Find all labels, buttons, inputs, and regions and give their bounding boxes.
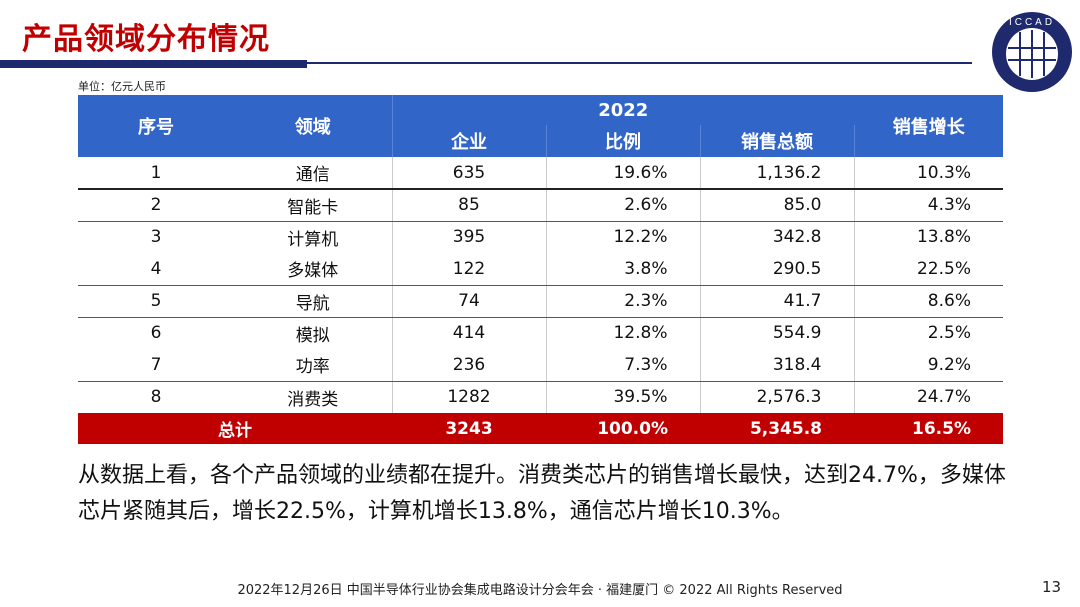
- title-underline-thick: [0, 60, 307, 68]
- header-year: 2022: [391, 95, 854, 125]
- cell-no: 5: [78, 285, 234, 318]
- cell-no: 3: [150, 227, 162, 248]
- product-field-table: 序号 领域 2022 销售增长 企业 比例 销售总额 1 通信 635 19.6…: [78, 95, 1003, 444]
- cell-companies: 635: [391, 157, 546, 190]
- table-row: 4 多媒体 122 3.8% 290.5 22.5%: [78, 253, 1003, 286]
- table-row: 1 通信 635 19.6% 1,136.2 10.3%: [78, 157, 1003, 190]
- cell-ratio: 12.2%: [545, 221, 700, 253]
- table-row: 5 导航 74 2.3% 41.7 8.6%: [78, 285, 1003, 318]
- cell-growth: 4.3%: [853, 189, 1003, 222]
- cell-field: 智能卡: [234, 189, 392, 222]
- cell-growth: 22.5%: [853, 253, 1003, 286]
- svg-text:ICCAD: ICCAD: [1009, 17, 1055, 28]
- cell-ratio: 2.6%: [545, 189, 700, 222]
- total-row: 总计 3243 100.0% 5,345.8 16.5%: [78, 413, 1003, 444]
- header-no: 序号: [78, 95, 234, 157]
- cell-companies: 74: [391, 285, 546, 318]
- cell-growth: 8.6%: [853, 285, 1003, 318]
- cell-growth: 10.3%: [853, 157, 1003, 190]
- cell-growth: 24.7%: [853, 381, 1003, 413]
- cell-companies: 122: [391, 253, 546, 286]
- cell-no: 7: [78, 349, 234, 382]
- cell-sales: 554.9: [699, 317, 854, 349]
- cell-companies: 85: [391, 189, 546, 222]
- table-row: 7 功率 236 7.3% 318.4 9.2%: [78, 349, 1003, 382]
- cell-sales: 318.4: [699, 349, 854, 382]
- cell-growth: 9.2%: [853, 349, 1003, 382]
- summary-paragraph: 从数据上看，各个产品领域的业绩都在提升。消费类芯片的销售增长最快，达到24.7%…: [78, 463, 1006, 524]
- total-ratio: 100.0%: [546, 413, 700, 444]
- cell-no: 4: [78, 253, 234, 286]
- total-companies: 3243: [392, 413, 546, 444]
- cell-ratio: 19.6%: [545, 157, 700, 190]
- cell-ratio: 3.8%: [545, 253, 700, 286]
- cell-field: 多媒体: [234, 253, 392, 286]
- iccad-logo: ICCAD: [992, 12, 1072, 92]
- cell-growth: 13.8%: [853, 221, 1003, 253]
- cell-no: 8: [150, 387, 162, 408]
- cell-no: 6: [150, 323, 162, 344]
- cell-no: 2: [78, 189, 234, 222]
- cell-ratio: 12.8%: [545, 317, 700, 349]
- cell-growth: 2.5%: [853, 317, 1003, 349]
- total-sales: 5,345.8: [700, 413, 854, 444]
- table-row: 6 模拟 414 12.8% 554.9 2.5%: [78, 317, 1003, 349]
- cell-sales: 2,576.3: [699, 381, 854, 413]
- cell-companies: 414: [391, 317, 546, 349]
- cell-field: 模拟: [295, 325, 330, 346]
- header-sales: 销售总额: [699, 125, 855, 157]
- cell-sales: 342.8: [699, 221, 854, 253]
- cell-companies: 1282: [391, 381, 546, 413]
- slide-title: 产品领域分布情况: [22, 22, 270, 57]
- table-row: 2 智能卡 85 2.6% 85.0 4.3%: [78, 189, 1003, 222]
- title-underline-thin: [307, 62, 972, 64]
- cell-sales: 41.7: [699, 285, 854, 318]
- cell-ratio: 39.5%: [545, 381, 700, 413]
- total-label: 总计: [78, 413, 392, 444]
- footer: 2022年12月26日 中国半导体行业协会集成电路设计分会年会 · 福建厦门 ©…: [237, 583, 843, 598]
- cell-sales: 290.5: [699, 253, 854, 286]
- cell-field: 功率: [234, 349, 392, 382]
- cell-sales: 85.0: [699, 189, 854, 222]
- cell-field: 消费类: [287, 389, 339, 410]
- cell-no: 1: [78, 157, 234, 190]
- cell-sales: 1,136.2: [699, 157, 854, 190]
- table-row: 8 消费类 1282 39.5% 2,576.3 24.7%: [78, 381, 1003, 413]
- cell-companies: 236: [391, 349, 546, 382]
- cell-field: 通信: [234, 157, 392, 190]
- header-growth: 销售增长: [854, 95, 1003, 157]
- cell-companies: 395: [391, 221, 546, 253]
- header-ratio: 比例: [545, 125, 700, 157]
- page-number: 13: [1042, 578, 1062, 596]
- total-growth: 16.5%: [854, 413, 1003, 444]
- unit-label: 单位：亿元人民币: [78, 80, 166, 93]
- cell-ratio: 7.3%: [545, 349, 700, 382]
- cell-field: 计算机: [287, 229, 339, 250]
- cell-field: 导航: [234, 285, 392, 318]
- cell-ratio: 2.3%: [545, 285, 700, 318]
- header-field: 领域: [234, 95, 392, 157]
- table-row: 3 计算机 395 12.2% 342.8 13.8%: [78, 221, 1003, 253]
- header-companies: 企业: [391, 125, 546, 157]
